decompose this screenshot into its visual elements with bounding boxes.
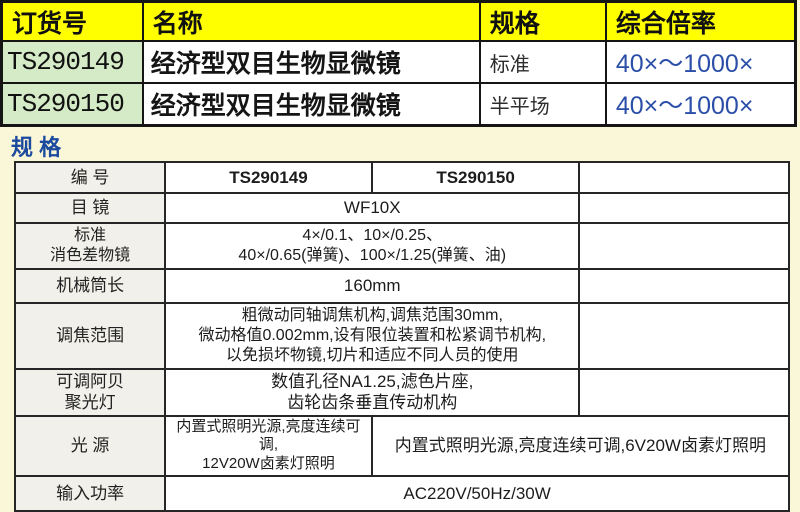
header-spec: 规格 bbox=[478, 0, 607, 42]
spec-order-no-149: TS290149 bbox=[164, 161, 373, 194]
spec-label-order-no: 编 号 bbox=[13, 161, 167, 194]
header-order-no: 订货号 bbox=[0, 0, 144, 42]
empty-cell bbox=[578, 302, 790, 370]
spec-value-tube-length: 160mm bbox=[164, 268, 581, 304]
spec-light-source-150: 内置式照明光源,亮度连续可调,6V20W卤素灯照明 bbox=[370, 414, 791, 477]
spec-row-tube-length: 机械筒长 160mm bbox=[13, 268, 790, 304]
spec-row-input-power: 输入功率 AC220V/50Hz/30W bbox=[13, 474, 790, 512]
spec-row-light-source: 光 源 内置式照明光源,亮度连续可调, 12V20W卤素灯照明 内置式照明光源,… bbox=[13, 414, 791, 477]
spec-value-focus-range: 粗微动同轴调焦机构,调焦范围30mm, 微动格值0.002mm,设有限位装置和松… bbox=[164, 302, 581, 370]
spec-value-input-power: AC220V/50Hz/30W bbox=[164, 474, 790, 512]
spec-cell: 标准 bbox=[478, 40, 607, 84]
spec-value-condenser: 数值孔径NA1.25,滤色片座, 齿轮齿条垂直传动机构 bbox=[164, 368, 581, 417]
spec-label-input-power: 输入功率 bbox=[13, 474, 167, 512]
spec-value-objective: 4×/0.1、10×/0.25、 40×/0.65(弹簧)、100×/1.25(… bbox=[164, 222, 581, 270]
empty-cell bbox=[578, 368, 790, 417]
spec-section-title: 规 格 bbox=[11, 135, 62, 160]
spec-label-light-source: 光 源 bbox=[13, 414, 167, 477]
spec-label-focus-range: 调焦范围 bbox=[13, 302, 167, 370]
empty-cell bbox=[578, 222, 790, 270]
product-row-ts290150: TS290150 经济型双目生物显微镜 半平场 40×～1000× bbox=[0, 82, 797, 127]
spec-order-no-150: TS290150 bbox=[370, 161, 581, 194]
order-no-cell: TS290150 bbox=[0, 82, 144, 127]
product-row-ts290149: TS290149 经济型双目生物显微镜 标准 40×～1000× bbox=[0, 40, 797, 84]
header-magnification: 综合倍率 bbox=[604, 0, 797, 42]
spec-row-eyepiece: 目 镜 WF10X bbox=[13, 192, 790, 224]
spec-table: 编 号 TS290149 TS290150 目 镜 WF10X 标准 消色差物镜… bbox=[13, 161, 791, 512]
spec-cell: 半平场 bbox=[478, 82, 607, 127]
spec-label-condenser: 可调阿贝 聚光灯 bbox=[13, 368, 167, 417]
spec-row-focus-range: 调焦范围 粗微动同轴调焦机构,调焦范围30mm, 微动格值0.002mm,设有限… bbox=[13, 302, 790, 370]
spec-label-eyepiece: 目 镜 bbox=[13, 192, 167, 224]
empty-cell bbox=[578, 161, 790, 194]
empty-cell bbox=[578, 192, 790, 224]
product-table-header-row: 订货号 名称 规格 综合倍率 bbox=[0, 0, 797, 42]
empty-cell bbox=[578, 268, 790, 304]
spec-label-tube-length: 机械筒长 bbox=[13, 268, 167, 304]
spec-label-objective: 标准 消色差物镜 bbox=[13, 222, 167, 270]
header-name: 名称 bbox=[141, 0, 481, 42]
spec-row-order-no: 编 号 TS290149 TS290150 bbox=[13, 161, 790, 194]
spec-row-objective: 标准 消色差物镜 4×/0.1、10×/0.25、 40×/0.65(弹簧)、1… bbox=[13, 222, 790, 270]
magnification-cell: 40×～1000× bbox=[604, 82, 797, 127]
product-name-cell: 经济型双目生物显微镜 bbox=[141, 82, 481, 127]
product-table: 订货号 名称 规格 综合倍率 TS290149 经济型双目生物显微镜 标准 40… bbox=[0, 0, 797, 127]
order-no-cell: TS290149 bbox=[0, 40, 144, 84]
product-name-cell: 经济型双目生物显微镜 bbox=[141, 40, 481, 84]
spec-light-source-149: 内置式照明光源,亮度连续可调, 12V20W卤素灯照明 bbox=[164, 414, 373, 477]
spec-row-condenser: 可调阿贝 聚光灯 数值孔径NA1.25,滤色片座, 齿轮齿条垂直传动机构 bbox=[13, 368, 790, 417]
magnification-cell: 40×～1000× bbox=[604, 40, 797, 84]
spec-value-eyepiece: WF10X bbox=[164, 192, 581, 224]
